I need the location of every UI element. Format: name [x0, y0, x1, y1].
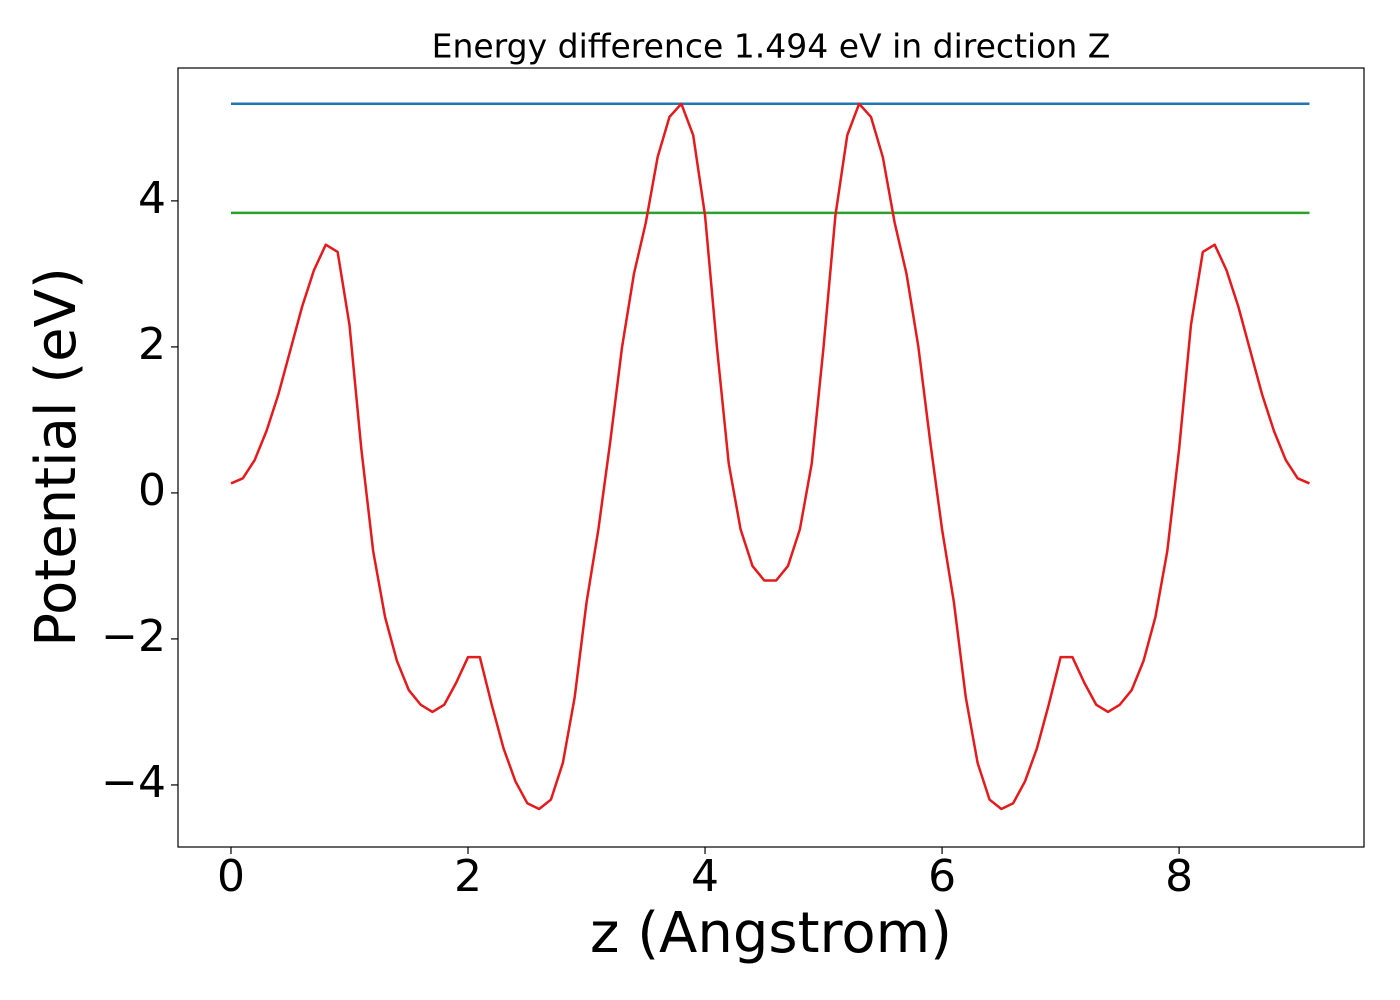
y-tick-label: −2 — [101, 611, 166, 662]
chart-title: Energy difference 1.494 eV in direction … — [432, 27, 1111, 66]
plot-frame — [177, 67, 1365, 848]
y-tick-label: −4 — [101, 757, 166, 808]
y-axis-label: Potential (eV) — [24, 267, 89, 647]
y-tick-label: 0 — [138, 465, 166, 516]
x-tick-label: 0 — [217, 851, 245, 902]
y-tick-label: 2 — [138, 319, 166, 370]
y-tick-label: 4 — [138, 173, 166, 224]
x-tick-label: 4 — [691, 851, 719, 902]
line-series — [230, 102, 1310, 811]
x-axis-label: z (Angstrom) — [590, 901, 952, 966]
x-tick-label: 8 — [1165, 851, 1193, 902]
x-tick-label: 2 — [454, 851, 482, 902]
x-tick-label: 6 — [928, 851, 956, 902]
